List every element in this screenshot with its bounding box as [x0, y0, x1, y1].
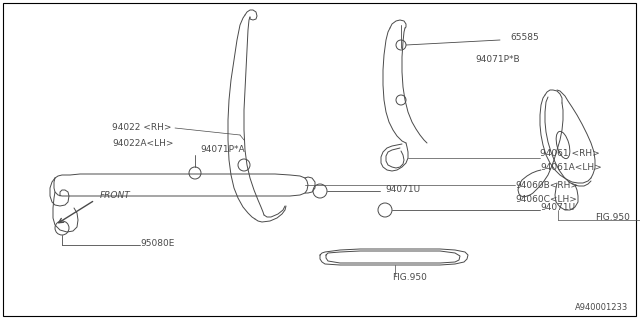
Text: 94060B<RH>: 94060B<RH> [515, 180, 578, 189]
Text: 94061 <RH>: 94061 <RH> [540, 148, 600, 157]
Text: A940001233: A940001233 [575, 303, 628, 312]
Text: FIG.950: FIG.950 [392, 273, 427, 282]
Text: 95080E: 95080E [140, 238, 174, 247]
Text: 94060C<LH>: 94060C<LH> [515, 196, 577, 204]
Text: 94071P*B: 94071P*B [475, 55, 520, 65]
Text: 94071U: 94071U [385, 185, 420, 194]
Text: 94022A<LH>: 94022A<LH> [112, 139, 173, 148]
Text: FIG.950: FIG.950 [595, 213, 630, 222]
Text: 94061A<LH>: 94061A<LH> [540, 164, 602, 172]
Text: 94071U: 94071U [540, 204, 575, 212]
Text: 94022 <RH>: 94022 <RH> [112, 124, 172, 132]
Text: FRONT: FRONT [100, 191, 131, 201]
Text: 94071P*A: 94071P*A [200, 146, 244, 155]
Text: 65585: 65585 [510, 34, 539, 43]
